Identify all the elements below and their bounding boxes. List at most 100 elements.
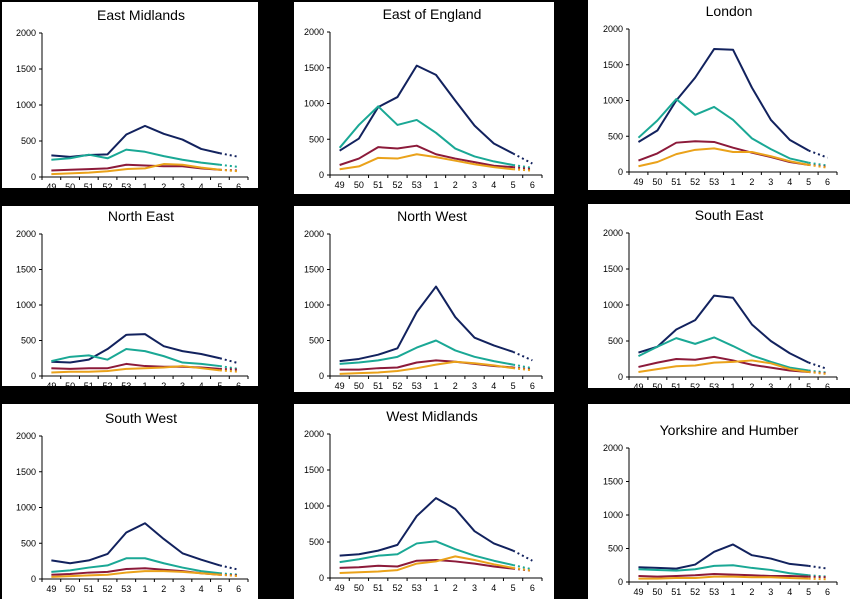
series-projection [512, 367, 533, 372]
x-tick-label: 5 [217, 381, 222, 391]
x-tick-label: 1 [142, 381, 147, 391]
series-line [339, 153, 514, 171]
y-tick-label: 1500 [304, 465, 324, 475]
chart-panel: South East 0 500 1000 1500 2000 49 50 51 52 53 1 2 3 4… [588, 204, 850, 392]
x-tick-label: 6 [236, 182, 241, 192]
x-tick-label: 53 [412, 180, 422, 190]
y-tick-label: 0 [31, 371, 36, 381]
series-line [339, 540, 514, 567]
x-tick-label: 3 [472, 180, 477, 190]
chart-svg: South West 0 500 1000 1500 2000 49 50 51 52 53 1 2 3 4… [16, 410, 249, 594]
series-line [638, 564, 809, 577]
x-tick-label: 1 [433, 381, 438, 391]
x-tick-label: 4 [787, 382, 792, 392]
series-line [339, 555, 514, 574]
x-tick-label: 50 [652, 587, 662, 597]
chart-panel: North West 0 500 1000 1500 2000 49 50 51 52 53 1 2 3 4… [294, 206, 554, 392]
x-tick-label: 53 [412, 583, 422, 593]
series-line [638, 575, 809, 580]
x-tick-label: 2 [453, 583, 458, 593]
x-tick-label: 51 [84, 584, 94, 594]
x-tick-label: 49 [633, 177, 643, 187]
chart-svg: North West 0 500 1000 1500 2000 49 50 51 52 53 1 2 3 4… [304, 208, 543, 391]
series-projection [808, 577, 828, 581]
x-tick-label: 53 [709, 382, 719, 392]
x-tick-label: 49 [633, 382, 643, 392]
y-tick-label: 500 [608, 336, 623, 346]
y-tick-label: 2000 [603, 24, 623, 34]
x-tick-label: 6 [530, 583, 535, 593]
y-tick-label: 0 [319, 573, 324, 583]
y-tick-label: 2000 [16, 229, 36, 239]
chart-title: East of England [383, 6, 482, 22]
x-tick-label: 52 [690, 587, 700, 597]
chart-title: West Midlands [386, 408, 478, 424]
x-tick-label: 6 [825, 587, 830, 597]
chart-title: North West [397, 208, 467, 224]
chart-panel: East Midlands 0 500 1000 1500 2000 49 50 51 52 53 1… [2, 2, 258, 192]
x-tick-label: 51 [84, 381, 94, 391]
series-line [51, 365, 221, 374]
x-tick-label: 2 [453, 180, 458, 190]
x-tick-label: 2 [161, 182, 166, 192]
series-line [51, 522, 221, 567]
series-projection [219, 367, 239, 371]
y-tick-label: 500 [21, 538, 36, 548]
x-tick-label: 53 [709, 177, 719, 187]
x-tick-label: 1 [730, 177, 735, 187]
series-line [638, 355, 809, 373]
x-tick-label: 49 [46, 584, 56, 594]
y-tick-label: 2000 [16, 431, 36, 441]
series-line [338, 105, 514, 166]
series-line [339, 559, 514, 570]
x-tick-label: 50 [354, 180, 364, 190]
chart-panel: Yorkshire and Humber 0 500 1000 1500 2000 49 50… [588, 404, 850, 599]
series-line [51, 163, 220, 172]
series-line [51, 333, 221, 364]
x-tick-label: 3 [768, 587, 773, 597]
x-tick-label: 6 [530, 180, 535, 190]
x-tick-label: 3 [768, 382, 773, 392]
y-tick-label: 0 [618, 577, 623, 587]
y-tick-label: 2000 [304, 229, 324, 239]
series-projection [808, 361, 828, 371]
series-line [637, 48, 810, 152]
x-tick-label: 4 [199, 182, 204, 192]
x-tick-label: 51 [373, 583, 383, 593]
y-tick-label: 2000 [603, 228, 623, 238]
y-tick-label: 500 [608, 544, 623, 554]
chart-svg: South East 0 500 1000 1500 2000 49 50 51 52 53 1 2 3 4… [603, 207, 838, 392]
chart-title: South East [695, 207, 764, 223]
x-tick-label: 52 [103, 182, 113, 192]
x-tick-label: 50 [65, 182, 75, 192]
y-tick-label: 1500 [304, 265, 324, 275]
x-tick-label: 53 [121, 381, 131, 391]
chart-title: South West [105, 410, 177, 426]
series-line [638, 543, 809, 570]
y-tick-label: 1500 [16, 64, 36, 74]
y-tick-label: 1500 [16, 265, 36, 275]
x-tick-label: 6 [530, 381, 535, 391]
series-line [51, 124, 221, 158]
x-tick-label: 51 [671, 382, 681, 392]
x-tick-label: 51 [373, 381, 383, 391]
x-tick-label: 51 [671, 177, 681, 187]
y-tick-label: 0 [31, 574, 36, 584]
x-tick-label: 5 [511, 583, 516, 593]
x-tick-label: 2 [749, 382, 754, 392]
x-tick-label: 49 [46, 182, 56, 192]
x-tick-label: 6 [236, 381, 241, 391]
x-tick-label: 5 [511, 180, 516, 190]
chart-panel: West Midlands 0 500 1000 1500 2000 49 50 51 52 53 1… [294, 404, 554, 599]
x-tick-label: 4 [199, 584, 204, 594]
x-tick-label: 1 [730, 587, 735, 597]
x-tick-label: 1 [730, 382, 735, 392]
series-line [638, 336, 809, 372]
series-projection [808, 575, 828, 579]
x-tick-label: 52 [392, 381, 402, 391]
y-tick-label: 1000 [16, 503, 36, 513]
chart-title: North East [108, 208, 174, 224]
